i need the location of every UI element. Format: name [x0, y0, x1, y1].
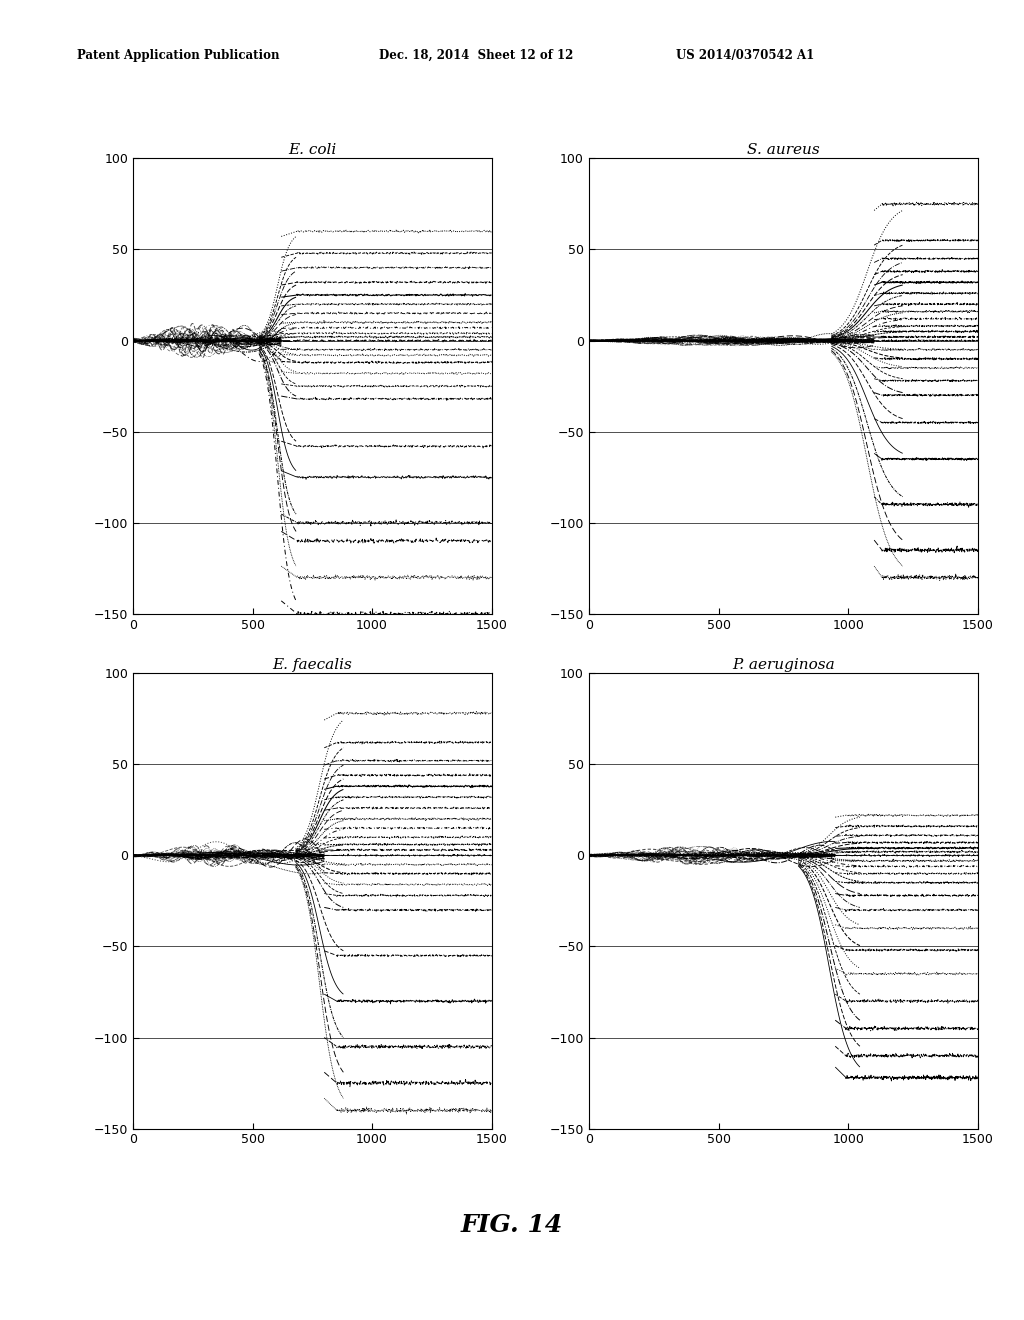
Title: E. faecalis: E. faecalis	[272, 659, 352, 672]
Text: US 2014/0370542 A1: US 2014/0370542 A1	[676, 49, 814, 62]
Title: S. aureus: S. aureus	[746, 144, 820, 157]
Title: E. coli: E. coli	[288, 144, 337, 157]
Text: Patent Application Publication: Patent Application Publication	[77, 49, 280, 62]
Title: P. aeruginosa: P. aeruginosa	[732, 659, 835, 672]
Text: FIG. 14: FIG. 14	[461, 1213, 563, 1237]
Text: Dec. 18, 2014  Sheet 12 of 12: Dec. 18, 2014 Sheet 12 of 12	[379, 49, 573, 62]
